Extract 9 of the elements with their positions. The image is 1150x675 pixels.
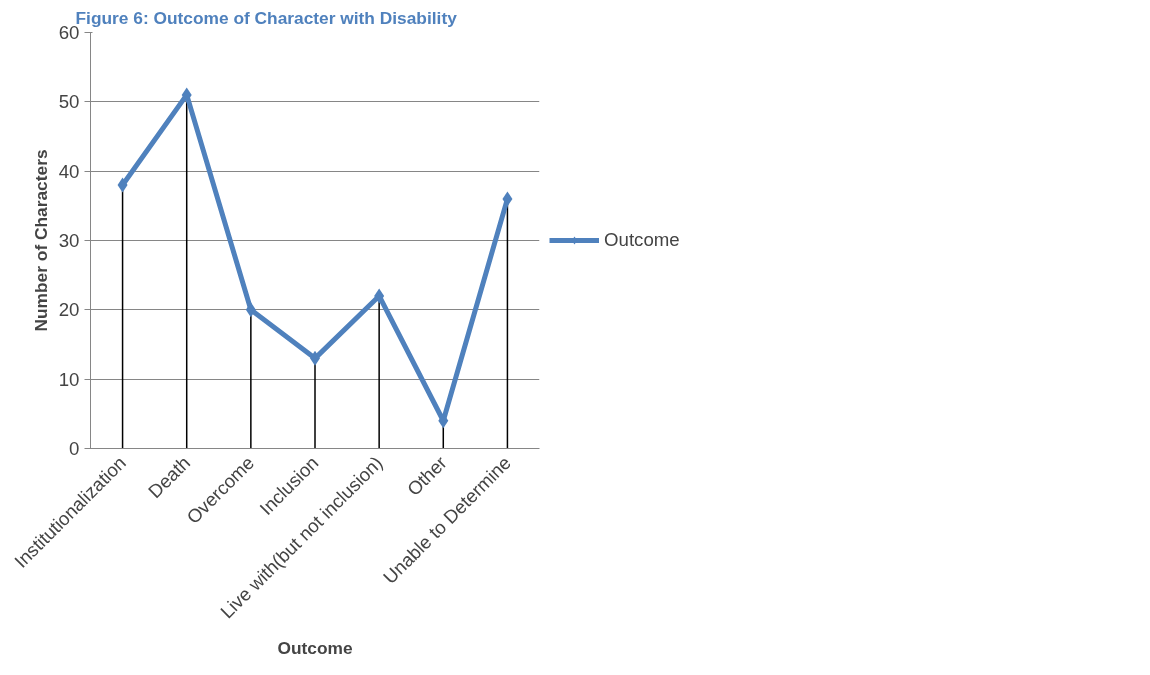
legend-label: Outcome: [604, 229, 680, 251]
y-tick-label: 10: [58, 368, 80, 390]
y-tick-label: 30: [58, 230, 80, 251]
x-axis-title: Outcome: [277, 637, 353, 658]
y-axis-title: Number of Characters: [30, 149, 51, 332]
y-tick-label: 50: [58, 91, 80, 113]
y-tick-label: 40: [58, 160, 80, 182]
y-tick-label: 0: [69, 438, 80, 459]
y-tick-label: 20: [58, 299, 80, 321]
